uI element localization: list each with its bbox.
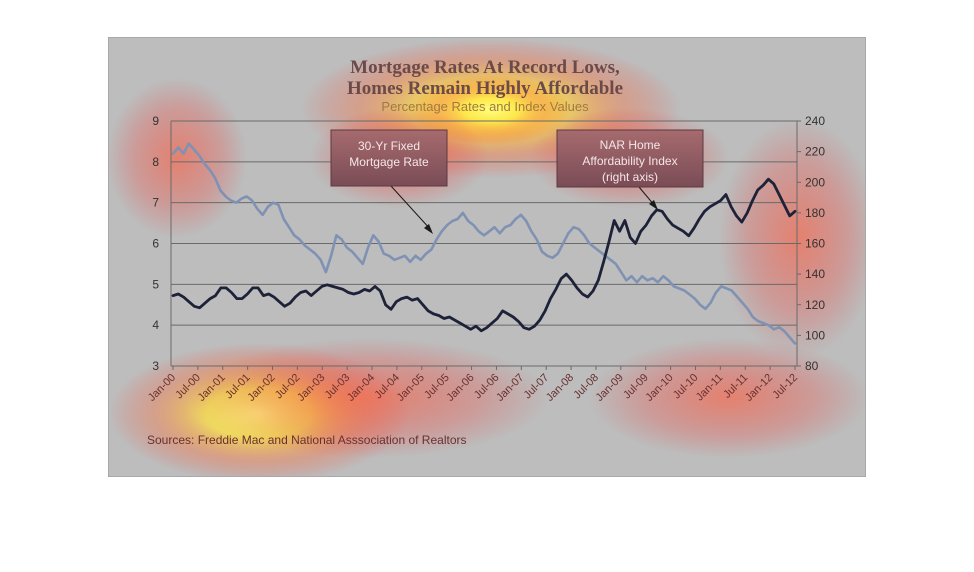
right-tick-label: 80 <box>805 359 819 373</box>
chart-panel: 9 8 7 6 5 4 3 240 220 200 180 160 140 120 100 80 Jan-0… <box>108 37 866 477</box>
heat-blob-bottom-red <box>189 338 549 458</box>
callout-mortgage-arrowhead <box>424 224 433 234</box>
right-tick-label: 220 <box>805 145 825 159</box>
x-tick-label: Jan-08 <box>544 372 576 404</box>
callout-nar-line-2: Affordability Index <box>582 154 677 168</box>
right-tick-label: 240 <box>805 114 825 128</box>
series-line-affordability-index <box>171 177 797 333</box>
callout-mortgage-line-1: 30-Yr Fixed <box>358 139 420 153</box>
line-chart: 9 8 7 6 5 4 3 240 220 200 180 160 140 120 100 80 Jan-0… <box>109 38 865 476</box>
callout-mortgage-arrow-line <box>390 185 432 231</box>
callout-mortgage-line-2: Mortgage Rate <box>349 155 429 169</box>
right-tick-label: 140 <box>805 267 825 281</box>
title-line-1: Mortgage Rates At Record Lows, <box>350 57 620 78</box>
chart-title: Mortgage Rates At Record Lows, Homes Rem… <box>347 57 623 114</box>
title-line-2: Homes Remain Highly Affordable <box>347 78 623 99</box>
heat-blob-bottom-right <box>589 338 865 458</box>
left-tick-label: 4 <box>152 318 159 332</box>
source-note: Sources: Freddie Mac and National Asssoc… <box>147 433 467 447</box>
chart-series <box>171 142 797 345</box>
left-tick-label: 7 <box>152 196 159 210</box>
chart-subtitle: Percentage Rates and Index Values <box>381 99 589 114</box>
heat-blob-right-axis <box>719 118 865 358</box>
callout-mortgage-box <box>330 129 448 187</box>
right-tick-label: 120 <box>805 298 825 312</box>
right-tick-label: 180 <box>805 206 825 220</box>
callout-nar-line-3: (right axis) <box>602 170 658 184</box>
left-tick-label: 5 <box>152 277 159 291</box>
callout-nar-line-1: NAR Home <box>600 138 661 152</box>
right-tick-label: 200 <box>805 175 825 189</box>
left-tick-label: 3 <box>152 359 159 373</box>
heat-blob-left-axis <box>109 78 247 238</box>
left-tick-label: 6 <box>152 237 159 251</box>
right-tick-label: 100 <box>805 328 825 342</box>
right-tick-label: 160 <box>805 237 825 251</box>
callout-nar-index: NAR Home Affordability Index (right axis… <box>556 129 704 210</box>
left-y-axis: 9 8 7 6 5 4 3 <box>152 114 159 373</box>
series-line-mortgage-rate <box>171 142 797 345</box>
callout-nar-box <box>556 129 704 188</box>
callout-mortgage-rate: 30-Yr Fixed Mortgage Rate <box>330 129 448 234</box>
callout-nar-arrowhead <box>649 200 658 210</box>
left-tick-label: 9 <box>152 114 159 128</box>
right-y-axis: 240 220 200 180 160 140 120 100 80 <box>797 114 825 373</box>
left-tick-label: 8 <box>152 155 159 169</box>
